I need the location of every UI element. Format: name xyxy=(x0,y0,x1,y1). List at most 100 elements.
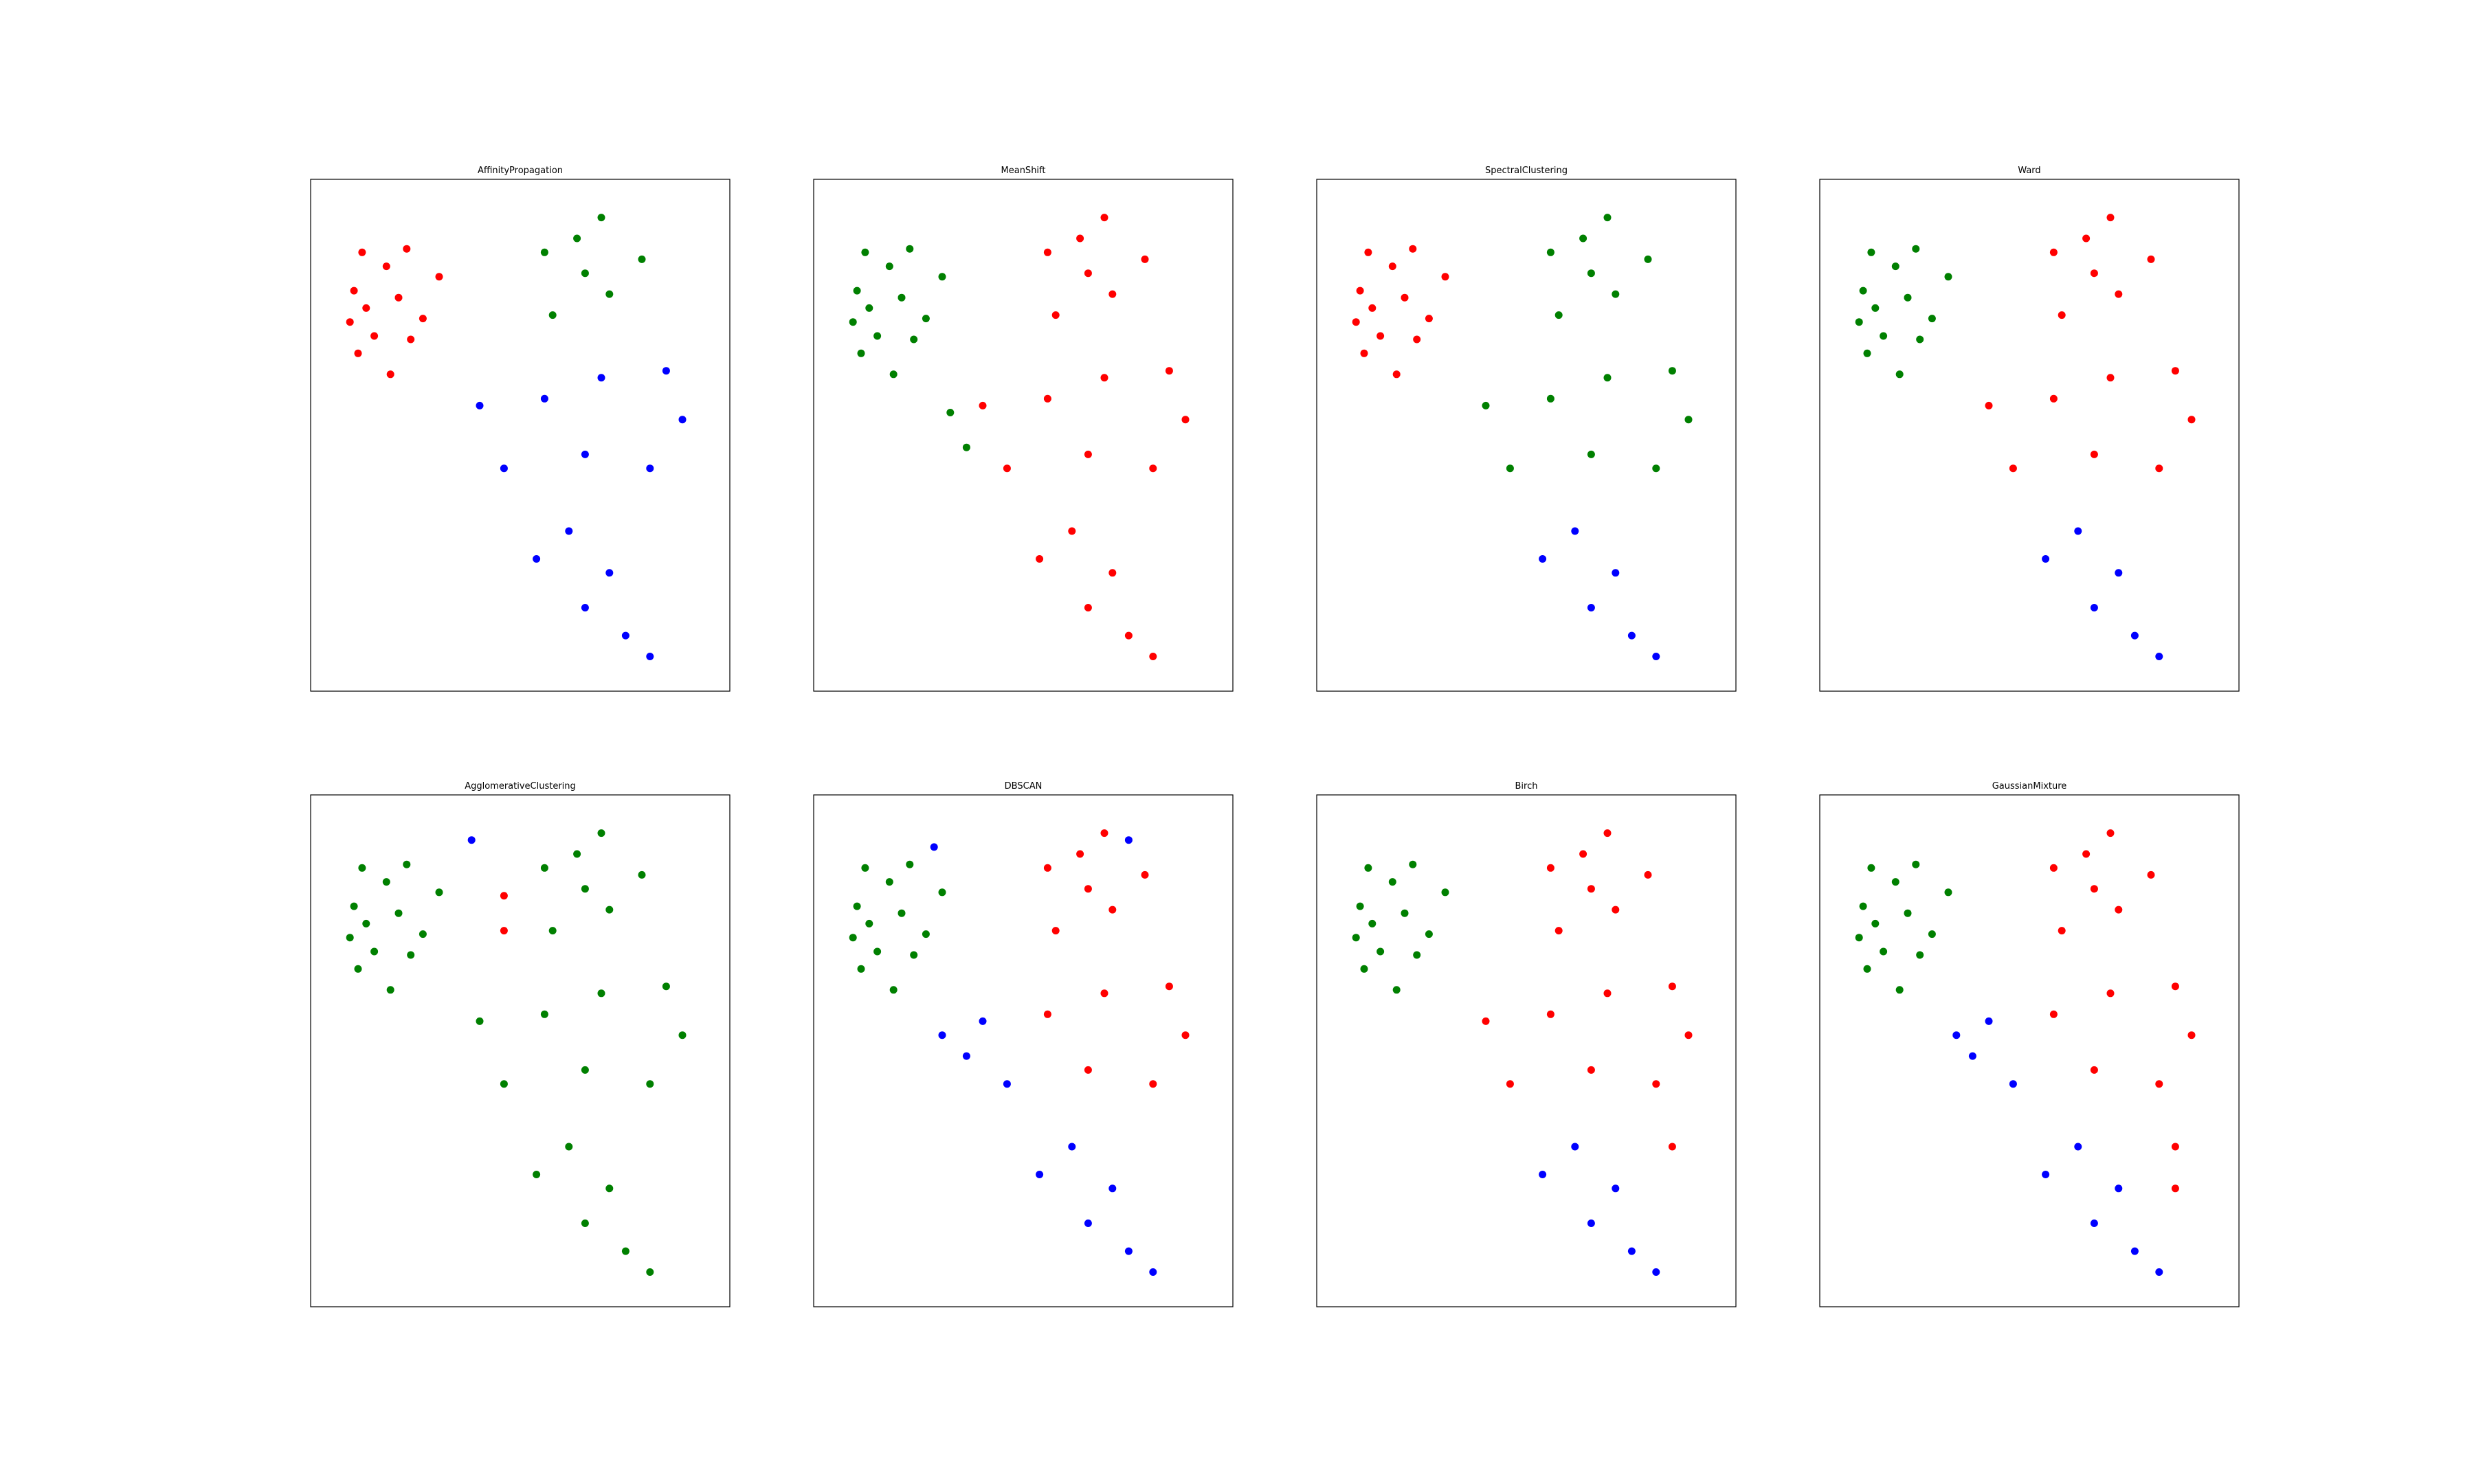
scatter-point xyxy=(1891,262,1899,271)
scatter-point xyxy=(1571,527,1579,535)
scatter-point xyxy=(354,349,362,357)
scatter-point xyxy=(1165,982,1173,991)
scatter-point xyxy=(889,986,898,994)
subplot-title: AffinityPropagation xyxy=(478,166,563,176)
scatter-point xyxy=(2042,1171,2050,1178)
scatter-point xyxy=(646,1268,654,1276)
subplot-title: Birch xyxy=(1515,781,1538,791)
scatter-point xyxy=(1880,947,1888,956)
scatter-point xyxy=(1867,248,1875,256)
scatter-point xyxy=(2155,1268,2163,1276)
scatter-point xyxy=(2171,1184,2179,1193)
axes-frame xyxy=(1819,794,2240,1307)
scatter-point xyxy=(979,401,987,409)
scatter-point xyxy=(1668,367,1676,375)
axes-frame xyxy=(1819,179,2240,692)
scatter-point xyxy=(938,888,946,897)
scatter-point xyxy=(2049,1010,2058,1018)
cluster-green xyxy=(1855,860,1952,994)
axes-frame xyxy=(1316,794,1737,1307)
scatter-point xyxy=(1100,374,1108,382)
scatter-point xyxy=(476,1017,484,1025)
scatter-point xyxy=(1084,450,1092,458)
scatter-point xyxy=(1124,836,1133,844)
scatter-point xyxy=(621,1247,629,1255)
scatter-point xyxy=(362,304,370,312)
scatter-point xyxy=(573,850,581,858)
scatter-point xyxy=(1084,885,1092,893)
cluster-blue xyxy=(467,836,476,844)
scatter-point xyxy=(1409,245,1417,253)
scatter-point xyxy=(1985,1017,1993,1025)
scatter-point xyxy=(1904,293,1912,302)
scatter-point xyxy=(370,947,379,956)
scatter-point xyxy=(1425,930,1433,938)
scatter-point xyxy=(849,318,857,326)
scatter-point xyxy=(581,1219,589,1227)
scatter-point xyxy=(1043,864,1051,872)
scatter-point xyxy=(857,965,865,973)
scatter-point xyxy=(853,902,861,910)
scatter-point xyxy=(1392,370,1401,379)
scatter-point xyxy=(1068,527,1076,535)
scatter-point xyxy=(1571,1143,1579,1151)
scatter-point xyxy=(1684,1031,1693,1039)
scatter-point xyxy=(419,930,427,938)
scatter-point xyxy=(2130,631,2139,640)
scatter-point xyxy=(597,374,605,382)
scatter-point xyxy=(1587,885,1595,893)
scatter-point xyxy=(1952,1031,1961,1039)
scatter-point xyxy=(1360,349,1368,357)
scatter-point xyxy=(358,864,366,872)
scatter-point xyxy=(922,930,930,938)
scatter-point xyxy=(394,293,403,302)
scatter-point xyxy=(1652,464,1660,473)
scatter-point xyxy=(849,934,857,942)
scatter-point xyxy=(638,255,646,263)
scatter-point xyxy=(1141,255,1149,263)
scatter-point xyxy=(1043,394,1051,403)
scatter-point xyxy=(1409,860,1417,868)
cluster-green xyxy=(849,245,970,451)
scatter-point xyxy=(403,860,411,868)
scatter-point xyxy=(386,370,394,379)
scatter-point xyxy=(678,416,687,424)
scatter-point xyxy=(1364,864,1372,872)
cluster-red xyxy=(346,245,443,379)
scatter-point xyxy=(1859,286,1867,295)
scatter-point xyxy=(1985,401,1993,409)
scatter-point xyxy=(1603,214,1612,222)
scatter-point xyxy=(1181,1031,1190,1039)
scatter-point xyxy=(638,870,646,879)
scatter-point xyxy=(435,888,443,897)
scatter-point xyxy=(2115,906,2123,914)
scatter-point xyxy=(350,286,358,295)
scatter-point xyxy=(2049,394,2058,403)
scatter-point xyxy=(2171,982,2179,991)
scatter-point xyxy=(1084,604,1092,611)
scatter-point xyxy=(1603,374,1612,382)
scatter-point xyxy=(1612,1184,1620,1193)
scatter-point xyxy=(1863,965,1871,973)
scatter-point xyxy=(581,885,589,893)
scatter-point xyxy=(565,1143,573,1151)
scatter-point xyxy=(548,311,557,319)
scatter-point xyxy=(382,262,390,271)
cluster-blue xyxy=(1539,527,1660,660)
scatter-point xyxy=(350,902,358,910)
scatter-point xyxy=(1084,1219,1092,1227)
scatter-point xyxy=(403,245,411,253)
scatter-point xyxy=(861,864,869,872)
scatter-point xyxy=(407,951,415,959)
cluster-blue xyxy=(2042,527,2163,660)
scatter-point xyxy=(358,248,366,256)
scatter-point xyxy=(2009,1080,2017,1088)
scatter-point xyxy=(662,982,670,991)
scatter-point xyxy=(621,631,629,640)
scatter-point xyxy=(540,1010,548,1018)
subplot-4: Ward xyxy=(1819,166,2240,692)
subplot-8: GaussianMixture xyxy=(1819,781,2240,1307)
scatter-point xyxy=(865,304,873,312)
scatter-point xyxy=(1612,906,1620,914)
scatter-point xyxy=(1916,335,1924,344)
